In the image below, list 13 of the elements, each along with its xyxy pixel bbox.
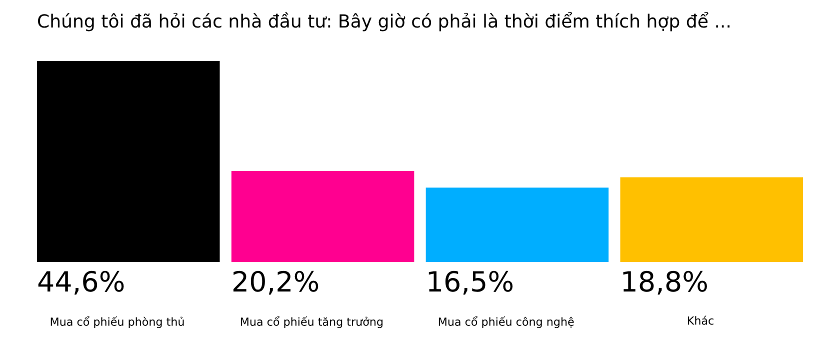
- x-tick-label: Mua cổ phiếu phòng thủ: [50, 316, 184, 328]
- x-tick-label: Mua cổ phiếu tăng trưởng: [240, 316, 382, 328]
- x-tick-label: Khác: [688, 316, 714, 325]
- data-label: 18,8%: [623, 270, 707, 295]
- bar: [37, 61, 220, 262]
- chart-title: Chúng tôi đã hỏi các nhà đầu tư: Bây giờ có phải là thời điểm thích hợp để ...: [38, 12, 730, 32]
- bar: [620, 177, 803, 262]
- data-label: 20,2%: [233, 270, 318, 295]
- bar: [426, 188, 609, 262]
- bar: [231, 170, 414, 262]
- data-label: 16,5%: [428, 270, 513, 295]
- data-label: 44,6%: [38, 270, 124, 295]
- x-tick-label: Mua cổ phiếu công nghệ: [438, 316, 574, 328]
